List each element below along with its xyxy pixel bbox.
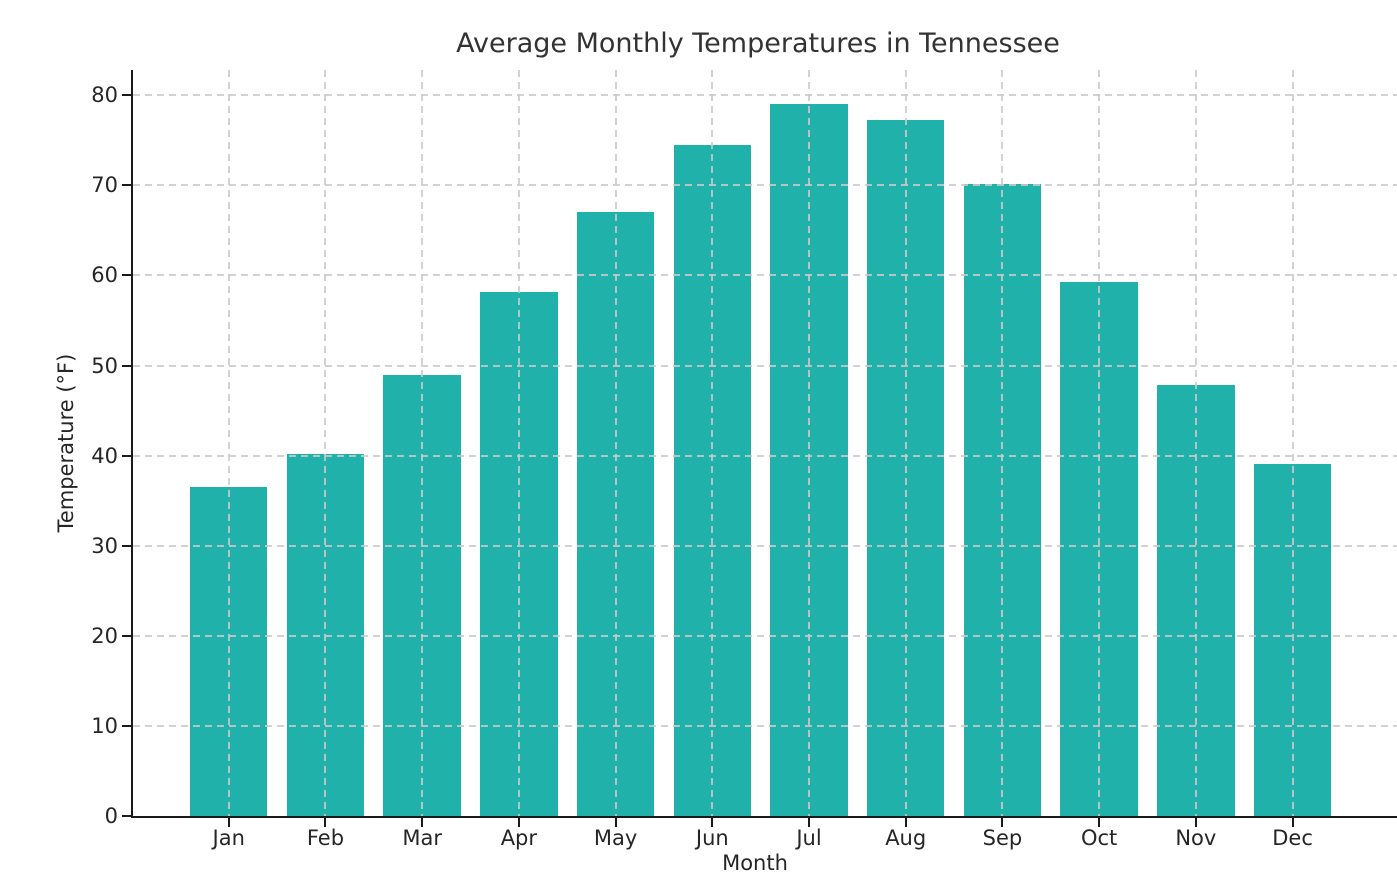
bar-mar bbox=[383, 375, 461, 816]
x-tick-label: Oct bbox=[1080, 826, 1118, 850]
y-tick-label: 0 bbox=[104, 804, 118, 828]
x-tick-label: Sep bbox=[982, 826, 1023, 850]
x-tick-label: Apr bbox=[500, 826, 538, 850]
x-tick-mark bbox=[808, 818, 810, 827]
x-axis-spine bbox=[131, 816, 1397, 818]
y-tick-label: 10 bbox=[91, 713, 118, 738]
x-tick-label: May bbox=[593, 826, 638, 850]
x-tick-mark bbox=[1194, 818, 1197, 827]
x-tick-mark bbox=[324, 818, 327, 827]
y-tick-label: 60 bbox=[91, 263, 118, 288]
y-tick-label: 70 bbox=[91, 173, 118, 198]
bar-sep bbox=[963, 184, 1042, 816]
y-tick-label: 20 bbox=[91, 623, 118, 648]
x-tick-mark bbox=[711, 818, 714, 827]
x-tick-mark bbox=[1001, 818, 1004, 827]
x-tick-mark bbox=[1098, 818, 1101, 827]
y-tick-mark bbox=[122, 274, 131, 277]
x-tick-label: Nov bbox=[1175, 826, 1217, 850]
x-tick-label: Jul bbox=[796, 826, 822, 850]
gridline-horizontal bbox=[133, 184, 1397, 187]
x-axis-label: Month bbox=[722, 851, 788, 875]
gridline-horizontal bbox=[133, 94, 1397, 97]
y-tick-label: 50 bbox=[91, 353, 118, 378]
y-tick-mark bbox=[122, 634, 131, 637]
plot-area: 0 10 20 30 40 50 60 70 80 Jan Feb Mar Apr May Jun Jul Au… bbox=[91, 70, 1397, 850]
bar-dec bbox=[1253, 463, 1332, 816]
x-tick-label: Jun bbox=[695, 826, 729, 850]
y-axis-label: Temperature (°F) bbox=[54, 353, 78, 533]
gridline-horizontal bbox=[133, 364, 1397, 367]
x-tick-mark bbox=[227, 818, 230, 827]
bar-jan bbox=[190, 487, 268, 816]
y-tick-mark bbox=[122, 724, 131, 727]
y-tick-label: 40 bbox=[91, 443, 118, 468]
y-tick-mark bbox=[122, 364, 131, 367]
bar-jun bbox=[673, 144, 751, 816]
y-tick-mark bbox=[122, 815, 131, 817]
bar-nov bbox=[1157, 385, 1235, 816]
y-tick-label: 80 bbox=[91, 83, 118, 108]
x-tick-label: Dec bbox=[1272, 826, 1313, 850]
y-axis-spine bbox=[131, 70, 133, 816]
bar-jul bbox=[770, 104, 848, 816]
bar-apr bbox=[480, 291, 558, 816]
x-tick-mark bbox=[904, 818, 907, 827]
y-tick-label: 30 bbox=[91, 533, 118, 558]
x-tick-label: Aug bbox=[885, 826, 927, 850]
gridline-horizontal bbox=[133, 274, 1397, 277]
x-tick-label: Feb bbox=[306, 826, 345, 850]
x-tick-mark bbox=[517, 818, 520, 827]
chart-title: Average Monthly Temperatures in Tennesse… bbox=[456, 28, 1060, 59]
x-tick-mark bbox=[421, 818, 424, 827]
y-tick-mark bbox=[122, 544, 131, 547]
x-tick-label: Mar bbox=[402, 826, 442, 850]
y-tick-mark bbox=[122, 454, 131, 457]
x-tick-label: Jan bbox=[212, 826, 245, 850]
bar-aug bbox=[867, 120, 945, 816]
bar-feb bbox=[286, 453, 365, 816]
x-tick-mark bbox=[1291, 818, 1294, 827]
bar-may bbox=[576, 212, 655, 816]
y-tick-mark bbox=[122, 184, 131, 187]
bar-oct bbox=[1060, 281, 1138, 816]
x-tick-mark bbox=[614, 818, 617, 827]
y-tick-mark bbox=[122, 94, 131, 97]
